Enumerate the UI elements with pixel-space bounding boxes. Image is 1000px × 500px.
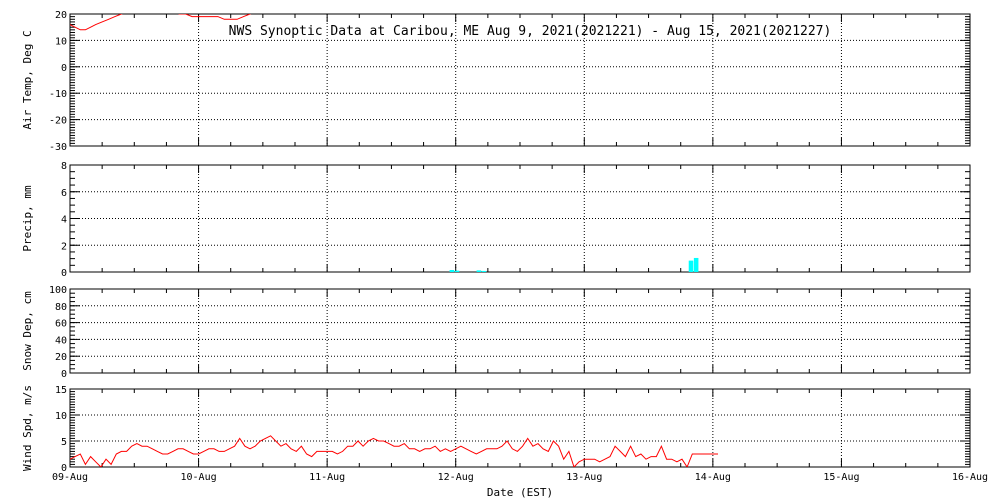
plot-frame: [69, 388, 971, 468]
x-axis-label: Date (EST): [487, 486, 553, 499]
plot-frame: [69, 164, 971, 273]
y-tick-label: 10: [55, 411, 67, 422]
precip-bar: [688, 260, 694, 272]
y-tick-label: 0: [61, 463, 67, 474]
precip-bar: [481, 270, 487, 272]
x-tick-label: 11-Aug: [309, 472, 345, 483]
precip-panel: 0 2 4 6 8 Precip, mm: [21, 161, 971, 279]
x-tick-label: 14-Aug: [695, 472, 731, 483]
y-tick-label: 0: [61, 268, 67, 279]
y-axis-label: Air Temp, Deg C: [21, 30, 34, 129]
y-tick-label: 2: [61, 241, 67, 252]
x-tick-label: 13-Aug: [566, 472, 602, 483]
series-group: [70, 14, 252, 31]
plot-frame: [69, 288, 971, 374]
precip-bar: [693, 257, 699, 272]
y-tick-label: 6: [61, 188, 67, 199]
y-tick-label: 15: [55, 385, 67, 396]
series-group: [449, 257, 699, 272]
precip-bar: [476, 270, 482, 272]
x-tick-label: 15-Aug: [823, 472, 859, 483]
y-tick-label: 60: [55, 319, 67, 330]
chart-title: NWS Synoptic Data at Caribou, ME Aug 9, …: [229, 24, 832, 39]
x-tick-label: 09-Aug: [52, 472, 88, 483]
y-tick-label: 8: [61, 161, 67, 172]
y-tick-label: 5: [61, 437, 67, 448]
y-tick-label: 40: [55, 335, 67, 346]
y-tick-label: -30: [49, 142, 67, 153]
y-tick-label: 80: [55, 302, 67, 313]
snow-depth-panel: 0 20 40 60 80 100 Snow Dep, cm: [21, 285, 971, 380]
y-axis-label: Precip, mm: [21, 185, 34, 252]
precip-bar: [449, 269, 455, 272]
chart-panels: -30 -20 -10 0 10 20 Air Temp, Deg C 0 2 4 6 8 Precip…: [21, 10, 988, 483]
y-tick-label: -10: [49, 89, 67, 100]
plot-frame: [69, 13, 971, 147]
y-tick-label: 100: [49, 285, 67, 296]
series-group: [70, 435, 718, 467]
y-tick-label: 0: [61, 369, 67, 380]
y-tick-label: 10: [55, 36, 67, 47]
precip-bar: [454, 270, 460, 272]
y-axis-label: Wind Spd, m/s: [21, 385, 34, 471]
wind-speed-line: [70, 435, 718, 467]
x-tick-label: 12-Aug: [438, 472, 474, 483]
air-temp-line: [70, 14, 252, 31]
y-tick-label: 4: [61, 215, 67, 226]
air-temp-panel: -30 -20 -10 0 10 20 Air Temp, Deg C: [21, 10, 971, 153]
y-tick-label: -20: [49, 116, 67, 127]
y-axis-label: Snow Dep, cm: [21, 291, 34, 371]
y-tick-label: 20: [55, 10, 67, 21]
x-tick-label: 10-Aug: [181, 472, 217, 483]
wind-speed-panel: 0 5 10 15 Wind Spd, m/s: [21, 385, 971, 474]
y-tick-label: 0: [61, 63, 67, 74]
x-tick-label: 16-Aug: [952, 472, 988, 483]
y-tick-label: 20: [55, 352, 67, 363]
